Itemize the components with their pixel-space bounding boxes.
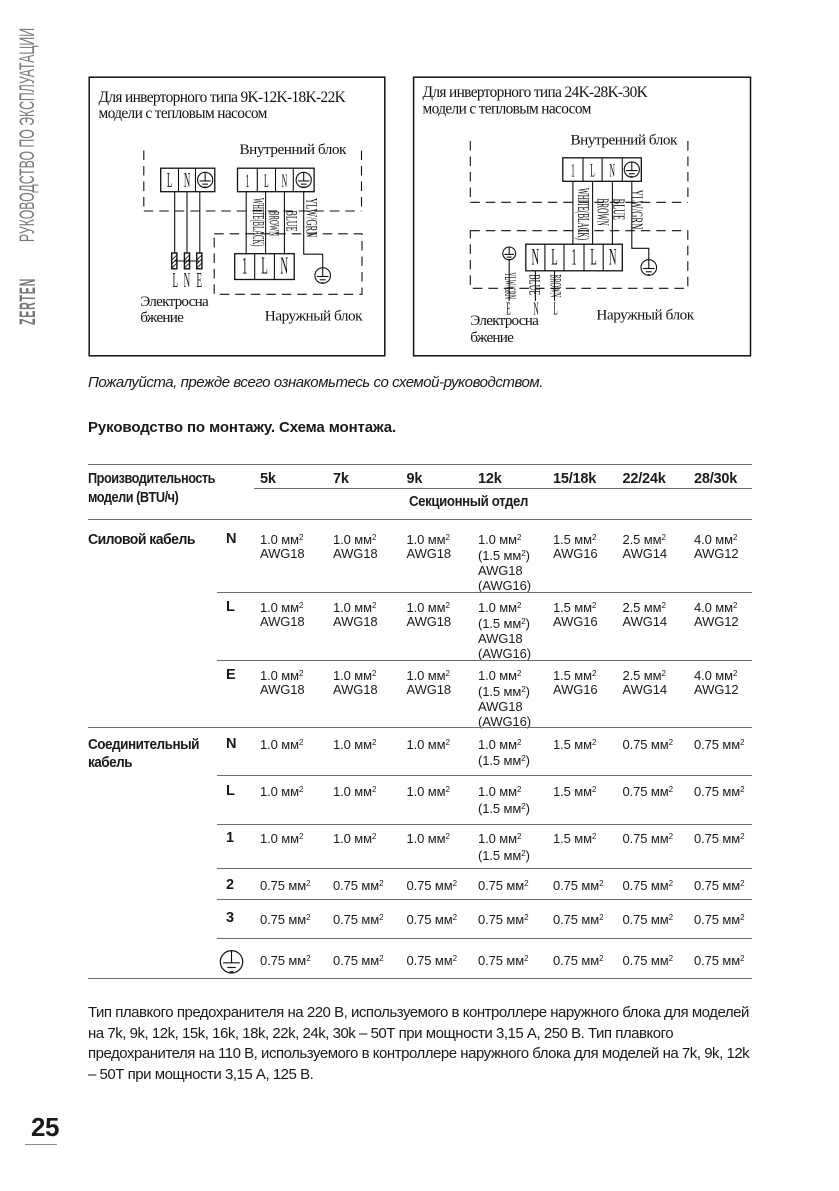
svg-text:BLUE: BLUE	[526, 274, 543, 295]
svg-text:E: E	[196, 267, 202, 292]
svg-text:BROWN: BROWN	[594, 198, 613, 226]
svg-text:YLW/GRN: YLW/GRN	[501, 272, 518, 299]
svg-text:L: L	[167, 170, 172, 192]
svg-text:модели с тепловым насосом: модели с тепловым насосом	[423, 100, 592, 117]
svg-text:YLW/GRN: YLW/GRN	[303, 198, 320, 238]
svg-text:WHITE(BLACK): WHITE(BLACK)	[574, 188, 593, 240]
svg-text:бжение: бжение	[140, 309, 184, 326]
svg-text:BROWN: BROWN	[265, 211, 281, 236]
svg-text:N: N	[533, 299, 538, 319]
svg-text:N: N	[280, 253, 288, 280]
svg-text:N: N	[282, 171, 288, 192]
svg-text:Внутренний блок: Внутренний блок	[240, 141, 348, 158]
svg-text:BROWN: BROWN	[547, 274, 564, 297]
svg-text:1: 1	[245, 171, 249, 192]
svg-text:L: L	[590, 244, 596, 270]
svg-text:1: 1	[571, 161, 575, 182]
svg-text:Для инверторного типа 9K-12K-1: Для инверторного типа 9K-12K-18K-22K	[99, 89, 346, 106]
svg-text:YLW/GRN: YLW/GRN	[628, 190, 647, 230]
svg-text:модели с тепловым насосом: модели с тепловым насосом	[99, 105, 268, 122]
svg-text:Для инверторного типа 24K-28K-: Для инверторного типа 24K-28K-30K	[423, 84, 648, 101]
svg-text:L: L	[173, 267, 179, 292]
svg-text:BLUE: BLUE	[610, 199, 629, 220]
svg-text:N: N	[184, 267, 191, 292]
svg-text:N: N	[609, 161, 615, 182]
svg-text:Электросна: Электросна	[470, 312, 539, 329]
svg-text:L: L	[551, 244, 557, 270]
svg-text:L: L	[261, 253, 268, 280]
svg-text:1: 1	[242, 253, 247, 280]
svg-text:WHITE(BLACK): WHITE(BLACK)	[249, 198, 268, 247]
svg-text:L: L	[264, 171, 269, 192]
svg-text:L: L	[590, 161, 595, 182]
svg-text:E: E	[506, 299, 510, 319]
svg-text:бжение: бжение	[470, 329, 514, 346]
svg-text:L: L	[553, 299, 557, 319]
svg-text:Наружный блок: Наружный блок	[596, 307, 694, 324]
svg-text:N: N	[532, 244, 540, 270]
svg-text:N: N	[609, 244, 617, 270]
svg-text:Внутренний блок: Внутренний блок	[571, 132, 679, 149]
svg-text:BLUE: BLUE	[282, 211, 299, 232]
svg-text:1: 1	[571, 244, 576, 270]
svg-text:Наружный блок: Наружный блок	[265, 308, 363, 325]
svg-text:N: N	[184, 170, 191, 192]
svg-text:Электросна: Электросна	[140, 293, 209, 310]
